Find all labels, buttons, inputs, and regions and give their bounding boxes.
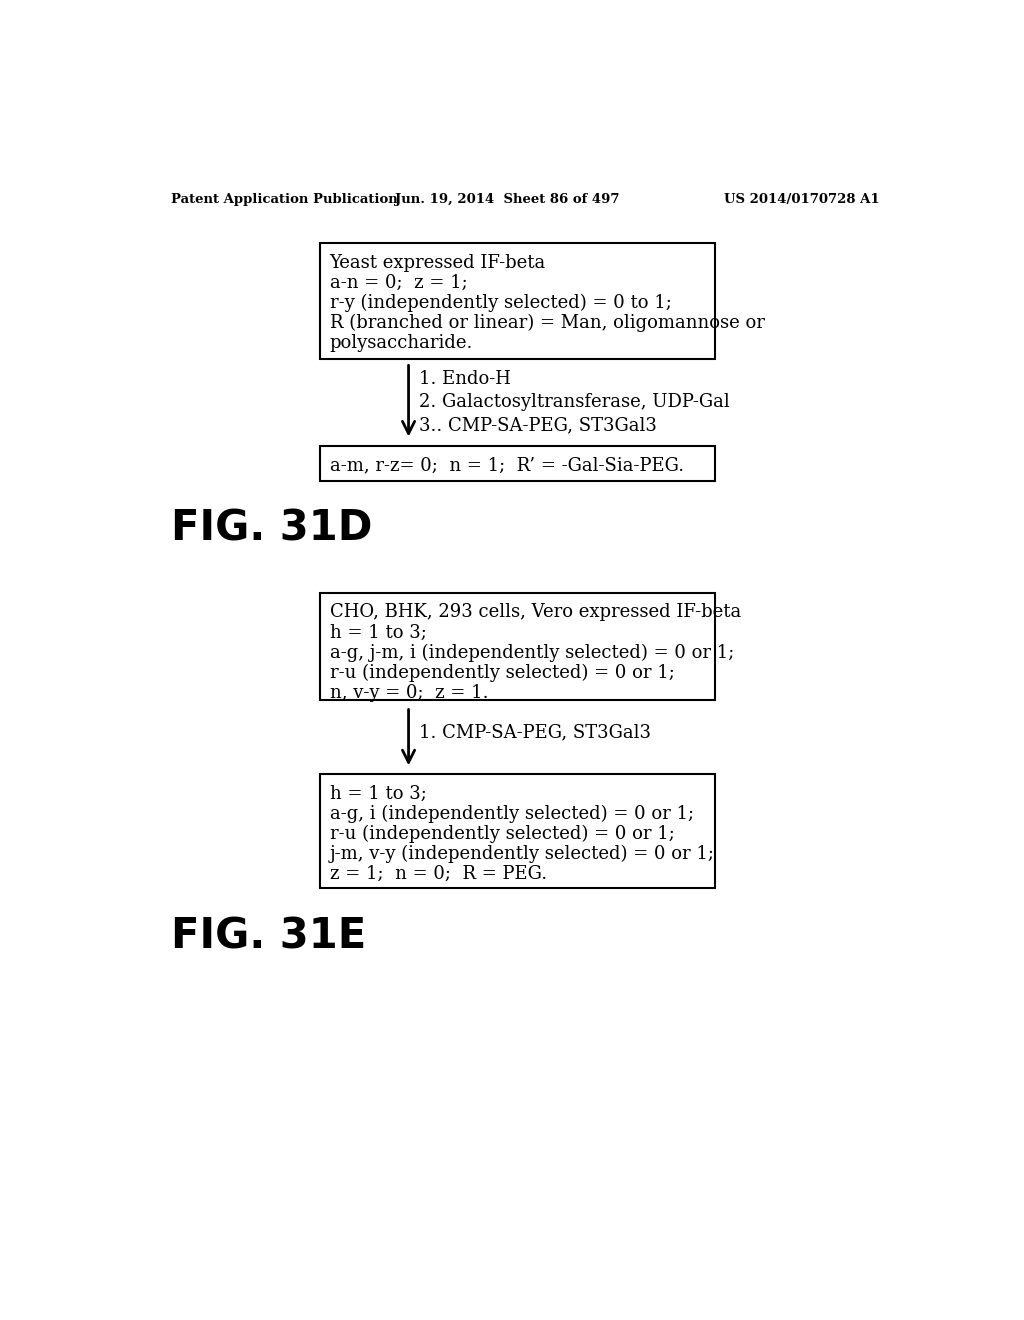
Text: polysaccharide.: polysaccharide. — [330, 334, 473, 352]
Text: R (branched or linear) = Man, oligomannose or: R (branched or linear) = Man, oligomanno… — [330, 314, 764, 333]
Text: a-g, i (independently selected) = 0 or 1;: a-g, i (independently selected) = 0 or 1… — [330, 805, 693, 824]
Text: 1. CMP-SA-PEG, ST3Gal3: 1. CMP-SA-PEG, ST3Gal3 — [420, 723, 651, 742]
FancyBboxPatch shape — [321, 243, 716, 359]
Text: Jun. 19, 2014  Sheet 86 of 497: Jun. 19, 2014 Sheet 86 of 497 — [395, 193, 620, 206]
FancyBboxPatch shape — [321, 775, 716, 888]
Text: a-m, r-z= 0;  n = 1;  R’ = -Gal-Sia-PEG.: a-m, r-z= 0; n = 1; R’ = -Gal-Sia-PEG. — [330, 457, 684, 474]
Text: Yeast expressed IF-beta: Yeast expressed IF-beta — [330, 253, 546, 272]
Text: r-u (independently selected) = 0 or 1;: r-u (independently selected) = 0 or 1; — [330, 664, 675, 681]
Text: r-y (independently selected) = 0 to 1;: r-y (independently selected) = 0 to 1; — [330, 294, 672, 312]
FancyBboxPatch shape — [321, 593, 716, 701]
Text: 1. Endo-H: 1. Endo-H — [420, 370, 511, 388]
Text: h = 1 to 3;: h = 1 to 3; — [330, 785, 426, 803]
Text: n, v-y = 0;  z = 1.: n, v-y = 0; z = 1. — [330, 684, 488, 701]
Text: z = 1;  n = 0;  R = PEG.: z = 1; n = 0; R = PEG. — [330, 866, 547, 883]
Text: j-m, v-y (independently selected) = 0 or 1;: j-m, v-y (independently selected) = 0 or… — [330, 845, 715, 863]
Text: 3.. CMP-SA-PEG, ST3Gal3: 3.. CMP-SA-PEG, ST3Gal3 — [420, 416, 657, 434]
Text: r-u (independently selected) = 0 or 1;: r-u (independently selected) = 0 or 1; — [330, 825, 675, 843]
Text: US 2014/0170728 A1: US 2014/0170728 A1 — [724, 193, 880, 206]
Text: FIG. 31D: FIG. 31D — [171, 508, 372, 550]
Text: a-g, j-m, i (independently selected) = 0 or 1;: a-g, j-m, i (independently selected) = 0… — [330, 644, 734, 661]
Text: h = 1 to 3;: h = 1 to 3; — [330, 623, 426, 642]
Text: 2. Galactosyltransferase, UDP-Gal: 2. Galactosyltransferase, UDP-Gal — [420, 393, 730, 412]
FancyBboxPatch shape — [321, 446, 716, 480]
Text: a-n = 0;  z = 1;: a-n = 0; z = 1; — [330, 275, 467, 292]
Text: FIG. 31E: FIG. 31E — [171, 915, 366, 957]
Text: CHO, BHK, 293 cells, Vero expressed IF-beta: CHO, BHK, 293 cells, Vero expressed IF-b… — [330, 603, 740, 622]
Text: Patent Application Publication: Patent Application Publication — [171, 193, 397, 206]
